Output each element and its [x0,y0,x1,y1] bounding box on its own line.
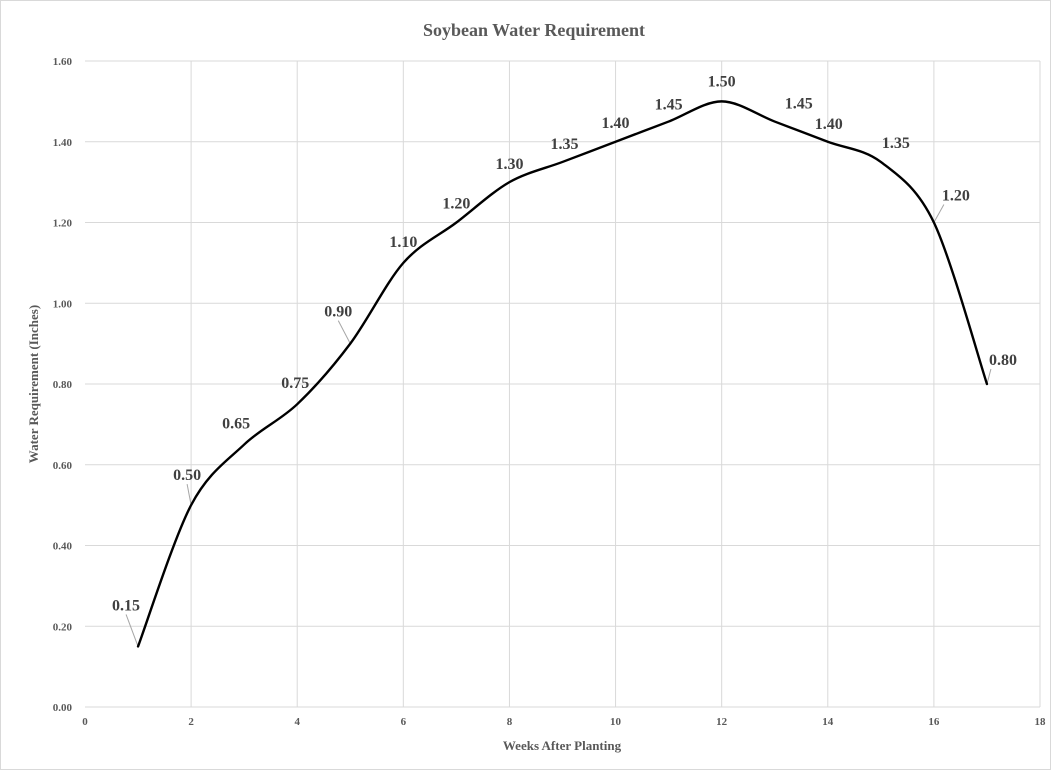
x-tick-label: 14 [822,716,834,728]
x-tick-label: 12 [716,716,728,728]
data-label: 1.45 [655,97,683,114]
data-label: 1.20 [442,196,470,213]
label-leaders [125,204,992,647]
data-label: 0.50 [173,467,201,484]
x-tick-label: 4 [294,716,300,728]
data-label: 1.30 [495,156,523,173]
data-label: 0.75 [281,375,309,392]
series-line [136,100,989,648]
data-label: 1.35 [551,136,579,153]
data-label: 0.15 [112,597,140,614]
axis-ticks: 0.00 0.20 0.40 0.60 0.80 1.00 1.20 1.40 1.60 0 2 4 6… [53,56,1046,728]
data-label: 1.45 [785,96,813,113]
y-tick-label: 1.20 [53,218,73,230]
label-leader-line [186,484,192,506]
data-label: 1.10 [389,234,417,251]
y-tick-label: 0.20 [53,621,73,633]
x-tick-label: 10 [610,716,622,728]
data-label: 1.40 [815,116,843,133]
x-tick-label: 8 [507,716,513,728]
y-axis-label: Water Requirement (Inches) [26,305,41,463]
x-axis-label: Weeks After Planting [503,738,622,753]
y-tick-label: 0.00 [53,702,73,714]
y-tick-label: 1.40 [53,137,73,149]
data-label: 1.50 [708,73,736,90]
label-leader-line [986,368,992,385]
label-leader-line [125,614,139,647]
x-tick-label: 2 [188,716,194,728]
data-label: 1.20 [942,188,970,205]
label-leader-line [933,204,945,223]
y-tick-label: 0.40 [53,541,73,553]
y-tick-label: 1.60 [53,56,73,68]
y-tick-label: 0.60 [53,460,73,472]
y-tick-label: 1.00 [53,298,73,310]
chart-title: Soybean Water Requirement [423,20,645,40]
data-label: 0.65 [222,416,250,433]
label-leader-line [337,320,351,344]
x-tick-label: 6 [401,716,407,728]
data-label: 0.90 [324,304,352,321]
gridlines [85,60,1041,708]
data-label: 1.35 [882,135,910,152]
data-label: 1.40 [602,115,630,132]
x-tick-label: 18 [1035,716,1047,728]
x-tick-label: 0 [82,716,88,728]
y-tick-label: 0.80 [53,379,73,391]
data-label: 0.80 [989,352,1017,369]
x-tick-label: 16 [928,716,940,728]
data-labels: 0.15 0.50 0.65 0.75 0.90 1.10 1.20 1.30 1.35 1.40… [112,73,1017,614]
